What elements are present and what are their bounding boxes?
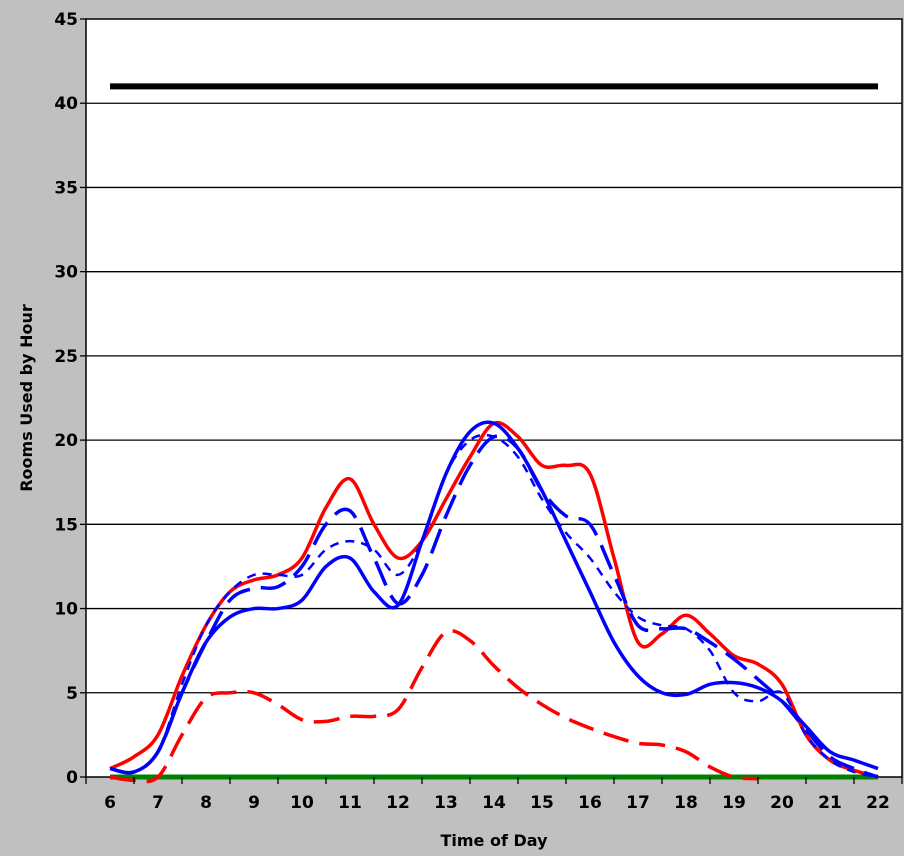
y-tick-label: 25 xyxy=(54,347,78,367)
y-tick-label: 5 xyxy=(66,684,78,704)
x-tick-label: 22 xyxy=(866,793,890,813)
x-tick-label: 10 xyxy=(290,793,314,813)
x-tick-label: 6 xyxy=(104,793,116,813)
x-tick-label: 19 xyxy=(722,793,746,813)
y-axis-title: Rooms Used by Hour xyxy=(17,304,36,492)
y-tick-label: 45 xyxy=(54,10,78,30)
x-tick-label: 17 xyxy=(626,793,650,813)
series-line-3 xyxy=(109,420,879,779)
tick-labels: 0 5 10 15 20 25 30 35 40 45 6 7 8 9 10 11 12 13 14 15 16 17 18… xyxy=(54,10,890,813)
y-tick-label: 35 xyxy=(54,178,78,198)
series-line-4 xyxy=(109,420,879,775)
y-tick-label: 30 xyxy=(54,263,78,283)
x-tick-label: 7 xyxy=(152,793,164,813)
gridlines xyxy=(86,102,902,694)
series-line-6 xyxy=(109,433,879,779)
x-tick-label: 8 xyxy=(200,793,212,813)
x-tick-label: 13 xyxy=(434,793,458,813)
axes xyxy=(80,18,903,784)
x-tick-label: 15 xyxy=(530,793,554,813)
y-tick-label: 40 xyxy=(54,94,78,114)
x-tick-label: 12 xyxy=(386,793,410,813)
y-tick-label: 0 xyxy=(66,768,78,788)
x-tick-label: 21 xyxy=(818,793,842,813)
x-tick-label: 20 xyxy=(770,793,794,813)
y-tick-label: 10 xyxy=(54,600,78,620)
y-tick-label: 15 xyxy=(54,515,78,535)
x-tick-label: 16 xyxy=(578,793,602,813)
plot-area xyxy=(85,18,903,778)
x-tick-label: 18 xyxy=(674,793,698,813)
x-axis-title: Time of Day xyxy=(440,831,548,850)
x-tick-label: 14 xyxy=(482,793,506,813)
x-tick-label: 11 xyxy=(338,793,362,813)
x-tick-label: 9 xyxy=(248,793,260,813)
series-layer xyxy=(109,83,879,784)
y-tick-label: 20 xyxy=(54,431,78,451)
series-line-7 xyxy=(109,629,759,784)
